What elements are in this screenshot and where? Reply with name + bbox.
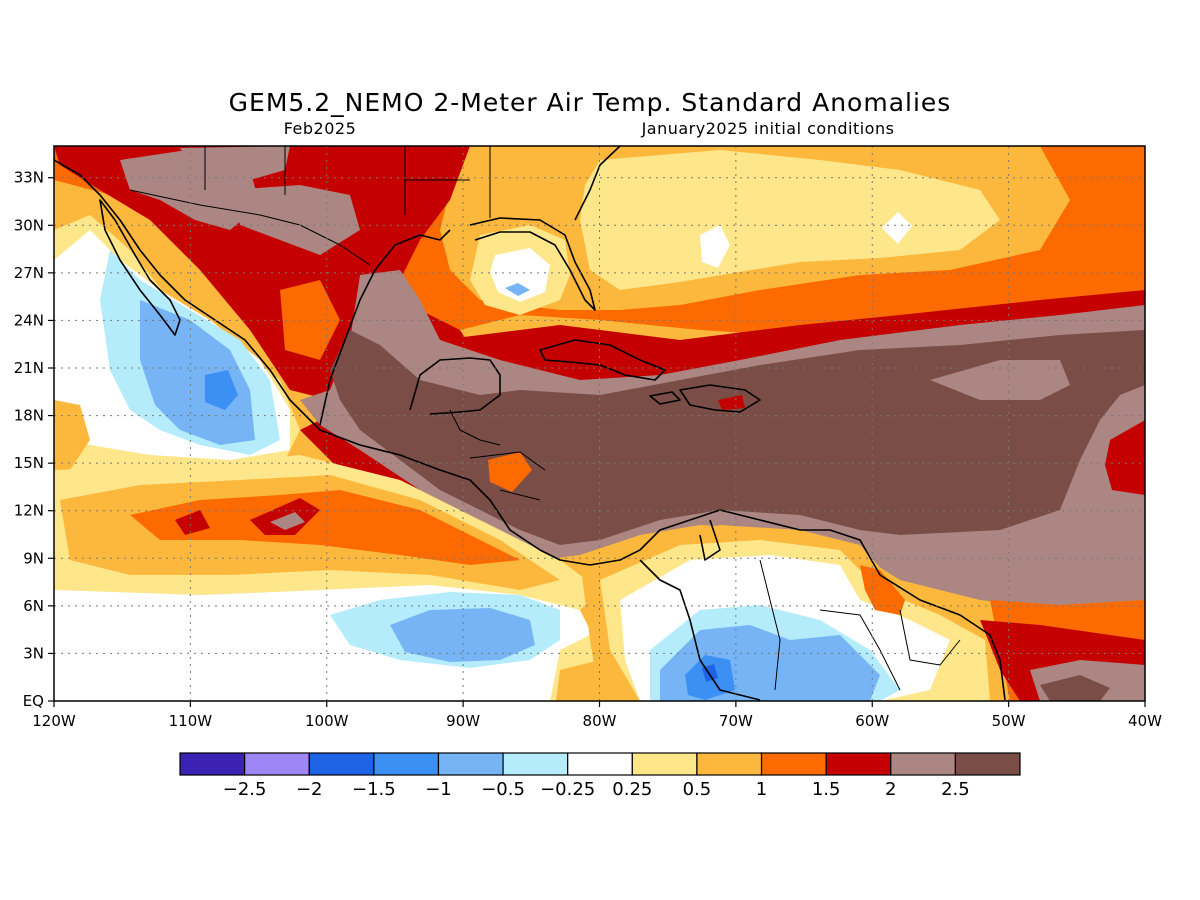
axis-ticks — [48, 177, 1146, 707]
country-border — [819, 609, 901, 691]
x-tick-label: 60W — [855, 712, 889, 730]
anomaly-region — [1080, 540, 1145, 585]
x-tick-label: 50W — [992, 712, 1026, 730]
anomaly-region — [930, 360, 1070, 400]
anomaly-region — [718, 395, 745, 410]
colorbar-label: −2.5 — [223, 779, 267, 800]
anomaly-region — [230, 185, 360, 255]
y-tick-label: 6N — [23, 597, 44, 615]
anomaly-region — [180, 146, 290, 180]
anomaly-region — [700, 225, 730, 268]
x-tick-label: 120W — [32, 712, 76, 730]
y-tick-label: EQ — [23, 692, 44, 710]
colorbar-label: −1.5 — [352, 779, 396, 800]
country-border — [759, 559, 781, 691]
colorbar-label: 1 — [756, 779, 767, 800]
x-tick-label: 90W — [446, 712, 480, 730]
x-tick-label: 110W — [169, 712, 213, 730]
x-tick-label: 40W — [1128, 712, 1162, 730]
colorbar-swatch — [308, 752, 375, 776]
y-tick-label: 30N — [14, 216, 44, 234]
anomaly-region — [490, 248, 550, 302]
anomaly-region — [1040, 675, 1110, 701]
anomaly-region — [54, 400, 90, 470]
colorbar-label: −0.25 — [540, 779, 595, 800]
coastline — [639, 559, 761, 701]
y-tick-label: 18N — [14, 407, 44, 425]
country-border — [449, 409, 501, 446]
colorbar-swatch — [954, 752, 1021, 776]
chart-title: GEM5.2_NEMO 2-Meter Air Temp. Standard A… — [229, 88, 952, 117]
y-tick-label: 3N — [23, 644, 44, 662]
border-layer — [129, 146, 961, 691]
y-axis-labels: EQ 3N 6N 9N 12N 15N 18N 21N 24N 27N 30N 33N — [14, 169, 44, 710]
y-tick-label: 21N — [14, 359, 44, 377]
colorbar-swatch — [502, 752, 569, 776]
colorbar-label: 2 — [885, 779, 896, 800]
colorbar-label: −2 — [296, 779, 323, 800]
colorbar-label: 1.5 — [812, 779, 841, 800]
colorbar-swatch — [567, 752, 633, 776]
coastline — [99, 199, 181, 336]
anomaly-region — [580, 150, 1000, 290]
colorbar-label: 0.25 — [612, 779, 652, 800]
anomaly-region — [488, 452, 532, 492]
y-tick-label: 12N — [14, 502, 44, 520]
colorbar-swatch — [760, 752, 827, 776]
colorbar-swatch — [244, 752, 310, 776]
colorbar-swatch — [890, 752, 956, 776]
valid-month-label: Feb2025 — [284, 119, 357, 138]
colorbar-label: 2.5 — [941, 779, 970, 800]
anomaly-region — [860, 565, 905, 615]
colorbar-swatch — [437, 752, 504, 776]
colorbar-swatch — [373, 752, 440, 776]
x-tick-label: 100W — [305, 712, 349, 730]
coastline — [679, 384, 761, 413]
x-axis-labels: 120W 110W 100W 90W 80W 70W 60W 50W 40W — [32, 712, 1162, 730]
anomaly-region — [270, 512, 305, 530]
colorbar: −2.5 −2 −1.5 −1 −0.5 −0.25 0.25 0.5 1 1.5 2 2.5 — [179, 752, 1021, 800]
y-tick-label: 15N — [14, 454, 44, 472]
anomaly-region — [556, 660, 605, 701]
coastline — [699, 519, 721, 561]
anomaly-region — [280, 280, 340, 360]
country-border — [499, 489, 541, 501]
x-tick-label: 70W — [719, 712, 753, 730]
anomaly-region — [175, 510, 210, 535]
coastline-layer — [54, 146, 1006, 701]
y-tick-label: 33N — [14, 169, 44, 187]
anomaly-region — [130, 490, 520, 565]
coastline — [539, 339, 666, 381]
coastline — [54, 159, 1006, 701]
colorbar-swatch — [696, 752, 763, 776]
init-conditions-label: January2025 initial conditions — [641, 119, 895, 138]
anomaly-region — [390, 608, 535, 662]
country-border — [899, 609, 961, 666]
gridlines — [54, 146, 1145, 701]
coastline — [319, 229, 451, 426]
anomaly-region — [205, 370, 238, 410]
anomaly-map — [54, 146, 1145, 701]
y-tick-label: 24N — [14, 311, 44, 329]
anomaly-region — [140, 300, 255, 445]
coastline — [469, 217, 596, 311]
colorbar-label: −1 — [425, 779, 452, 800]
anomaly-region — [505, 283, 530, 296]
colorbar-label: 0.5 — [683, 779, 712, 800]
colorbar-label: −0.5 — [481, 779, 525, 800]
colorbar-swatch — [631, 752, 698, 776]
x-tick-label: 80W — [583, 712, 617, 730]
coastline — [649, 391, 681, 405]
country-border — [469, 451, 546, 471]
anomaly-region — [882, 212, 912, 244]
country-border — [129, 189, 371, 266]
colorbar-swatch — [825, 752, 892, 776]
y-tick-label: 9N — [23, 549, 44, 567]
colorbar-swatch — [179, 752, 246, 776]
anomaly-region — [1105, 420, 1145, 495]
y-tick-label: 27N — [14, 264, 44, 282]
